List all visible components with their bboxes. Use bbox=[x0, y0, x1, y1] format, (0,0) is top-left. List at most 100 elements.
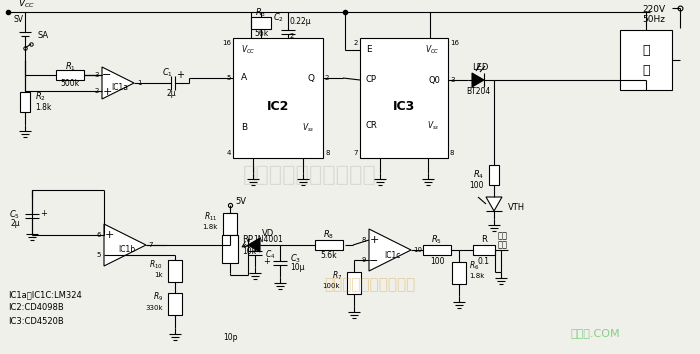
Text: CR: CR bbox=[366, 121, 378, 131]
Text: LED: LED bbox=[472, 63, 488, 73]
Text: $R_2$: $R_2$ bbox=[35, 91, 46, 103]
Text: $R_6$: $R_6$ bbox=[469, 260, 480, 272]
Text: 10: 10 bbox=[413, 247, 422, 253]
Text: 8: 8 bbox=[361, 237, 366, 243]
Text: 1k: 1k bbox=[155, 272, 163, 278]
Text: 50Hz: 50Hz bbox=[643, 16, 666, 24]
Text: $C_4$: $C_4$ bbox=[265, 249, 275, 261]
Text: +: + bbox=[102, 87, 112, 97]
Text: 10μ: 10μ bbox=[290, 263, 304, 272]
Text: 3: 3 bbox=[450, 77, 454, 83]
Bar bbox=[315, 240, 343, 250]
Text: 2: 2 bbox=[290, 33, 295, 39]
Text: 5.6k: 5.6k bbox=[321, 251, 337, 261]
Text: 1: 1 bbox=[137, 80, 141, 86]
Text: −: − bbox=[370, 256, 379, 266]
Text: $C_1$: $C_1$ bbox=[162, 67, 172, 79]
Text: 负: 负 bbox=[643, 44, 650, 57]
Text: 2μ: 2μ bbox=[10, 218, 20, 228]
Text: $V_{CC}$: $V_{CC}$ bbox=[241, 44, 256, 56]
Text: 1.8k: 1.8k bbox=[469, 273, 484, 279]
Bar bbox=[223, 213, 237, 235]
Text: 2: 2 bbox=[325, 75, 330, 81]
Text: SA: SA bbox=[37, 30, 48, 40]
Text: $V_{CC}$: $V_{CC}$ bbox=[18, 0, 35, 10]
Text: 7: 7 bbox=[354, 150, 358, 156]
Bar bbox=[56, 70, 84, 80]
Text: +: + bbox=[176, 70, 184, 80]
Text: 6: 6 bbox=[97, 232, 101, 238]
Text: BT204: BT204 bbox=[466, 87, 490, 97]
Text: 330k: 330k bbox=[146, 305, 163, 311]
Text: $C_5$: $C_5$ bbox=[9, 209, 20, 221]
Text: SV: SV bbox=[14, 16, 24, 24]
Text: +: + bbox=[104, 230, 113, 240]
Bar bbox=[222, 235, 238, 263]
Text: Q: Q bbox=[308, 74, 315, 82]
Text: 10k: 10k bbox=[242, 246, 256, 256]
Text: VD: VD bbox=[262, 228, 274, 238]
Text: IC1c: IC1c bbox=[384, 251, 400, 259]
Text: IC1a～IC1C:LM324: IC1a～IC1C:LM324 bbox=[8, 291, 82, 299]
Text: E: E bbox=[366, 46, 372, 55]
Bar bbox=[20, 92, 30, 112]
Text: $R_5$: $R_5$ bbox=[431, 234, 442, 246]
Bar bbox=[233, 38, 323, 158]
Bar bbox=[620, 30, 672, 90]
Polygon shape bbox=[369, 229, 411, 271]
Polygon shape bbox=[486, 197, 502, 211]
Text: 16: 16 bbox=[222, 40, 231, 46]
Text: 220V: 220V bbox=[643, 6, 666, 15]
Text: 1N4001: 1N4001 bbox=[253, 235, 283, 245]
Text: 电阻: 电阻 bbox=[498, 240, 508, 250]
Text: 0.22μ: 0.22μ bbox=[290, 17, 312, 27]
Text: 16: 16 bbox=[450, 40, 459, 46]
Text: VTH: VTH bbox=[508, 202, 525, 211]
Text: +: + bbox=[370, 235, 379, 245]
Text: 载: 载 bbox=[643, 63, 650, 76]
Text: $R_7$: $R_7$ bbox=[332, 270, 342, 282]
Text: 杭州将睿科技有限公司: 杭州将睿科技有限公司 bbox=[243, 165, 377, 185]
Text: $V_{ss}$: $V_{ss}$ bbox=[427, 120, 440, 132]
Bar bbox=[168, 260, 182, 282]
Bar bbox=[251, 17, 271, 29]
Text: IC2: IC2 bbox=[267, 99, 289, 113]
Text: −: − bbox=[102, 70, 112, 80]
Text: 全球最大电子市场好网: 全球最大电子市场好网 bbox=[324, 278, 416, 292]
Text: R: R bbox=[481, 234, 487, 244]
Text: A: A bbox=[241, 74, 247, 82]
Text: $R_8$: $R_8$ bbox=[323, 229, 335, 241]
Text: 100k: 100k bbox=[323, 283, 340, 289]
Text: IC2:CD4098B: IC2:CD4098B bbox=[8, 303, 64, 313]
Text: 5: 5 bbox=[97, 252, 101, 258]
Text: 1.8k: 1.8k bbox=[35, 103, 51, 112]
Text: 7: 7 bbox=[148, 242, 153, 248]
Text: 2: 2 bbox=[94, 88, 99, 94]
Bar bbox=[360, 38, 448, 158]
Text: +: + bbox=[263, 257, 270, 266]
Bar bbox=[473, 245, 495, 255]
Text: 3: 3 bbox=[94, 72, 99, 78]
Bar bbox=[452, 262, 466, 284]
Bar bbox=[489, 165, 499, 185]
Text: 10p: 10p bbox=[223, 332, 237, 342]
Text: 4: 4 bbox=[227, 150, 231, 156]
Text: IC1b: IC1b bbox=[118, 246, 136, 255]
Text: $R_1$: $R_1$ bbox=[64, 61, 76, 73]
Text: 500k: 500k bbox=[60, 80, 80, 88]
Bar bbox=[347, 272, 361, 294]
Bar bbox=[168, 293, 182, 315]
Polygon shape bbox=[104, 224, 146, 266]
Text: IC1a: IC1a bbox=[111, 82, 129, 91]
Text: B: B bbox=[241, 124, 247, 132]
Text: 取样: 取样 bbox=[498, 232, 508, 240]
Text: 8: 8 bbox=[325, 150, 330, 156]
Text: $C_2$: $C_2$ bbox=[273, 12, 284, 24]
Text: +: + bbox=[40, 210, 47, 218]
Text: $R_3$: $R_3$ bbox=[256, 7, 267, 19]
Text: 100: 100 bbox=[430, 257, 444, 266]
Text: 100: 100 bbox=[470, 181, 484, 189]
Text: $R_9$: $R_9$ bbox=[153, 291, 163, 303]
Polygon shape bbox=[248, 238, 260, 252]
Text: 8: 8 bbox=[450, 150, 454, 156]
